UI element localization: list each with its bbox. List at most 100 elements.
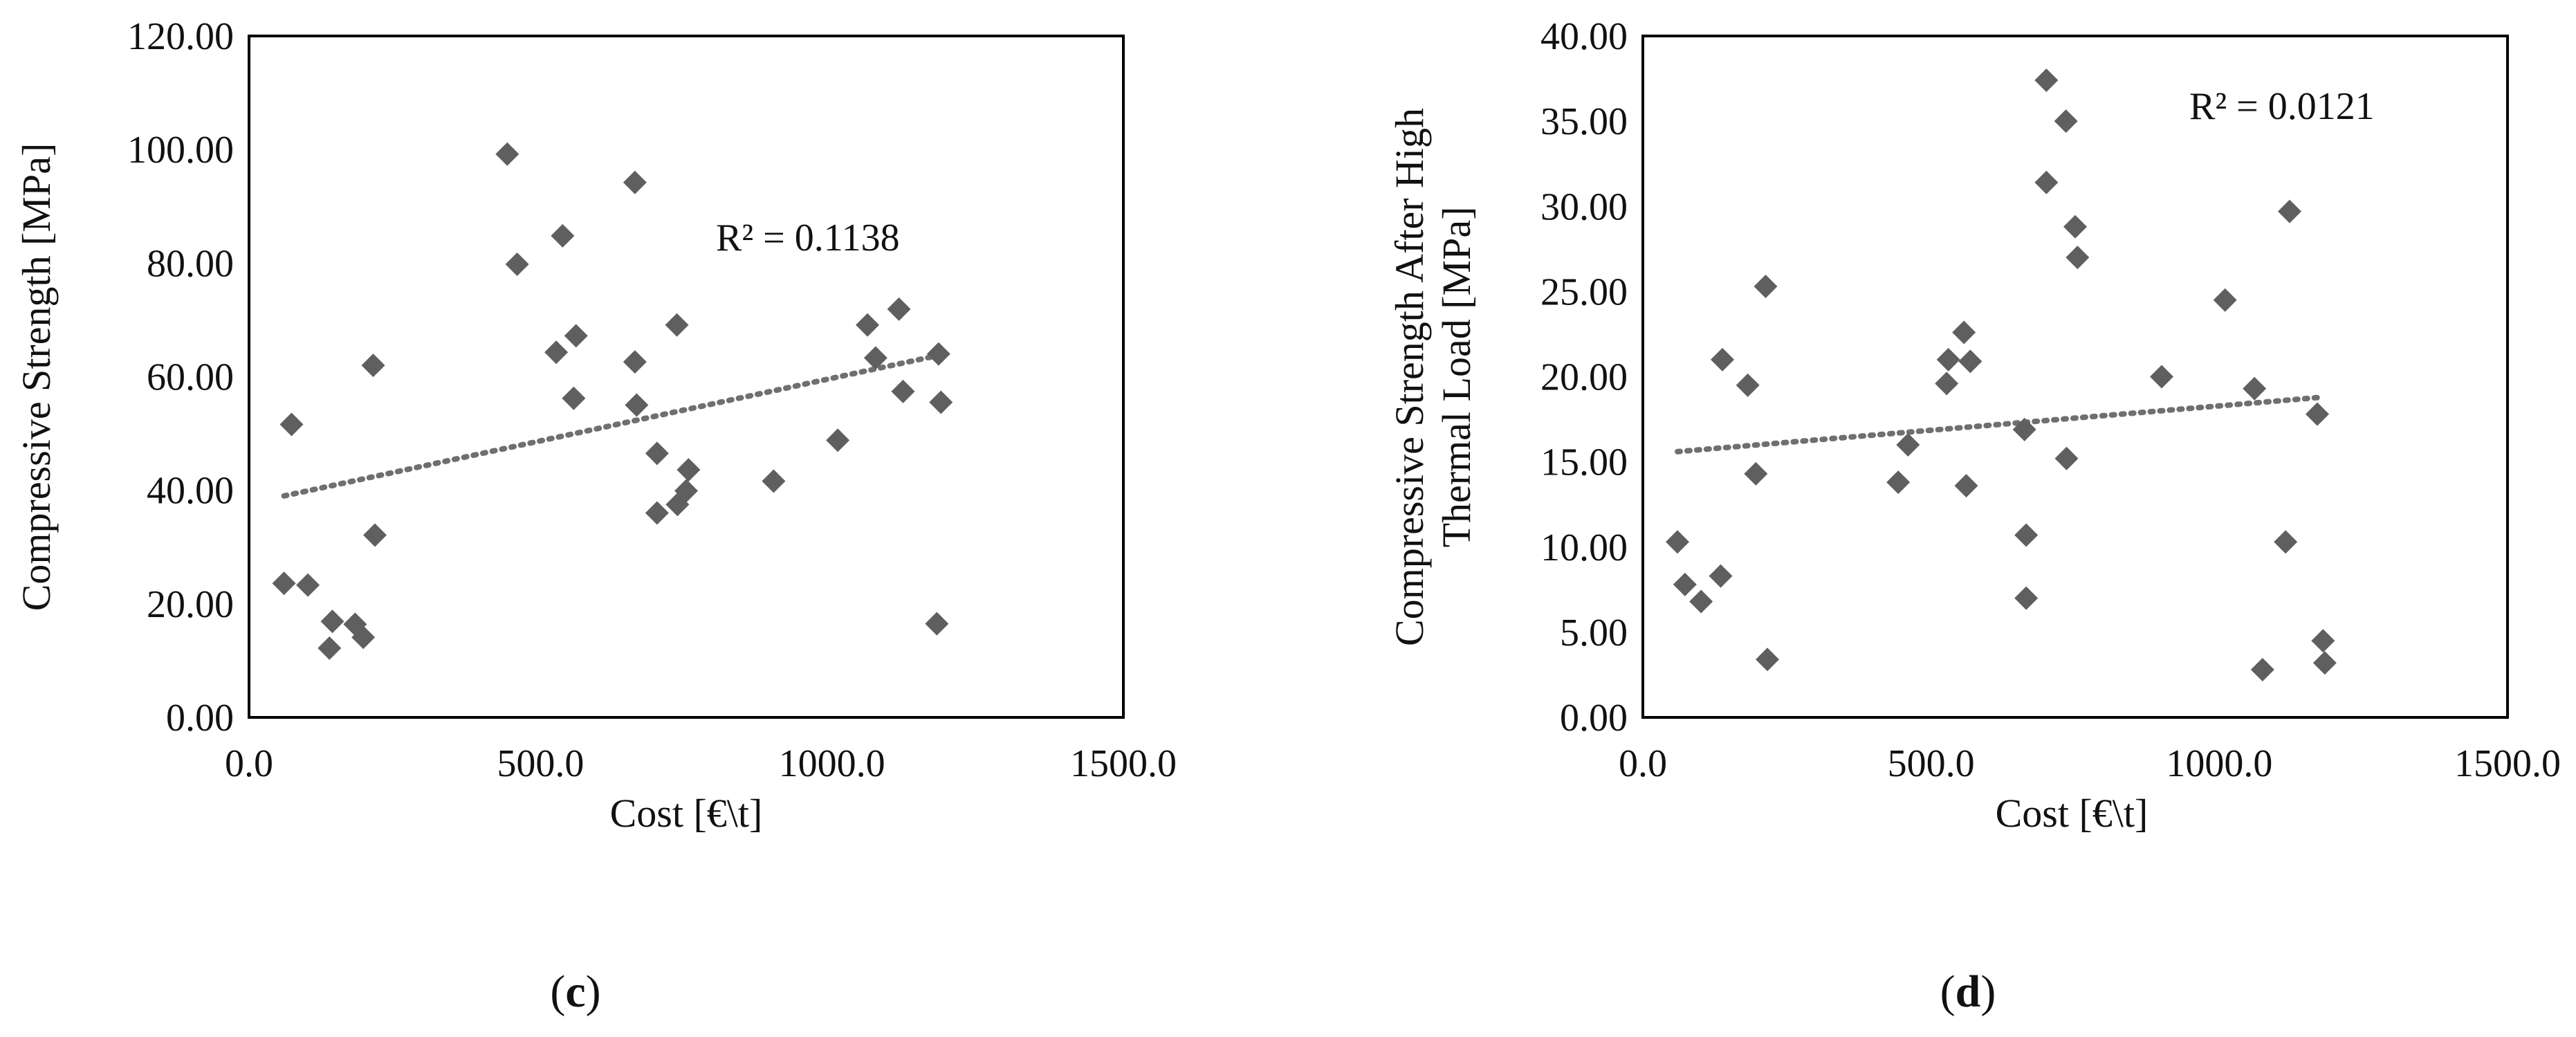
data-point-c [645,501,669,525]
data-point-d [2306,402,2329,426]
data-point-c [926,342,950,366]
data-point-c [505,252,529,276]
x-tick-label-d: 0.0 [1619,742,1667,785]
y-tick-label-d: 25.00 [1540,270,1628,313]
x-tick-label-c: 0.0 [225,742,273,785]
data-point-c [623,350,647,374]
data-point-c [363,523,387,547]
y-tick-label-d: 0.00 [1560,697,1628,740]
data-point-d [2063,214,2087,239]
data-point-c [544,340,569,365]
x-axis-label-d: Cost [€\t] [1996,791,2149,836]
data-point-d [2250,658,2274,682]
data-point-c [551,223,575,248]
y-tick-labels-d: 0.00 5.00 10.00 15.00 20.00 25.00 30.00 35.00 40… [1540,15,1628,740]
data-point-d [2278,199,2301,223]
data-point-c [495,142,519,166]
data-point-d [1711,347,1734,371]
data-point-d [2213,288,2237,312]
data-point-d [1935,371,1959,396]
x-tick-label-c: 1500.0 [1070,742,1177,785]
data-point-d [1754,274,1778,298]
data-point-d [2014,586,2039,610]
data-point-d [2274,530,2298,554]
data-point-c [925,612,949,636]
y-axis-label-c: Compressive Strength [MPa] [14,143,59,612]
data-point-c [826,428,850,452]
data-point-c [361,354,385,378]
x-tick-label-d: 1000.0 [2166,742,2272,785]
panel-label-d: (d) [1940,966,1996,1017]
data-point-d [2312,651,2337,675]
y-tick-label-c: 0.00 [166,697,234,740]
data-point-c [296,573,320,597]
x-tick-labels-d: 0.0 500.0 1000.0 1500.0 [1619,742,2561,785]
data-point-d [2012,417,2036,441]
data-point-c [863,346,887,370]
data-point-d [2034,68,2059,93]
trendline-c [281,352,943,499]
data-point-d [2054,446,2079,470]
data-point-d [2034,170,2059,194]
data-point-c [856,313,880,337]
data-point-d [1756,648,1779,672]
data-point-d [2054,109,2078,134]
data-points-d [1666,68,2337,682]
data-point-c [762,469,786,493]
x-axis-label-c: Cost [€\t] [610,791,763,836]
data-point-c [891,379,915,403]
y-tick-label-c: 100.00 [127,129,234,172]
data-points-c [272,142,953,660]
y-tick-label-d: 15.00 [1540,441,1628,484]
y-axis-label-line-1-d: Compressive Strength After High [1387,108,1432,646]
y-tick-label-d: 20.00 [1540,356,1628,399]
y-tick-label-d: 10.00 [1540,526,1628,569]
data-point-c [318,636,342,660]
trendline-d [1675,394,2326,455]
x-tick-label-d: 1500.0 [2454,742,2561,785]
data-point-d [1666,530,1689,554]
x-tick-label-c: 1000.0 [779,742,885,785]
data-point-c [564,324,588,348]
data-point-d [1896,433,1920,457]
r-squared-label-d: R² = 0.0121 [2189,85,2375,128]
y-tick-label-d: 35.00 [1540,100,1628,143]
data-point-c [674,479,698,503]
data-point-d [1958,349,1982,374]
data-point-c [320,609,344,634]
y-tick-label-c: 80.00 [147,242,234,285]
panel-label-c: (c) [550,966,600,1017]
data-point-c [645,441,669,466]
data-point-c [887,297,911,321]
data-point-d [1886,470,1911,495]
data-point-c [677,458,701,482]
data-point-c [562,386,586,410]
y-tick-label-d: 40.00 [1540,15,1628,58]
data-point-c [272,571,296,596]
data-point-d [1736,373,1760,397]
data-point-d [2150,365,2173,389]
data-point-d [2014,523,2039,547]
y-tick-label-d: 30.00 [1540,185,1628,228]
x-tick-label-c: 500.0 [497,742,584,785]
data-point-c [929,390,953,414]
y-axis-label-line-2-d: Thermal Load [MPa] [1434,207,1479,548]
x-tick-label-d: 500.0 [1888,742,1975,785]
scatter-panel-d: 0.00 5.00 10.00 15.00 20.00 25.00 30.00 35.00 40… [1387,15,2561,1017]
data-point-d [1936,347,1960,371]
data-point-c [625,393,649,417]
y-tick-label-c: 40.00 [147,470,234,513]
data-point-d [2311,629,2335,653]
data-point-d [1673,572,1697,596]
y-tick-label-d: 5.00 [1560,612,1628,654]
data-point-c [279,412,304,437]
y-tick-label-c: 120.00 [127,15,234,58]
data-point-c [351,625,376,650]
y-tick-label-c: 20.00 [147,583,234,626]
r-squared-label-c: R² = 0.1138 [716,217,900,259]
scatter-panel-c: 0.00 20.00 40.00 60.00 80.00 100.00 120.00 0.0… [14,15,1177,1017]
data-point-c [623,170,647,194]
data-point-d [2243,376,2267,401]
x-tick-labels-c: 0.0 500.0 1000.0 1500.0 [225,742,1177,785]
